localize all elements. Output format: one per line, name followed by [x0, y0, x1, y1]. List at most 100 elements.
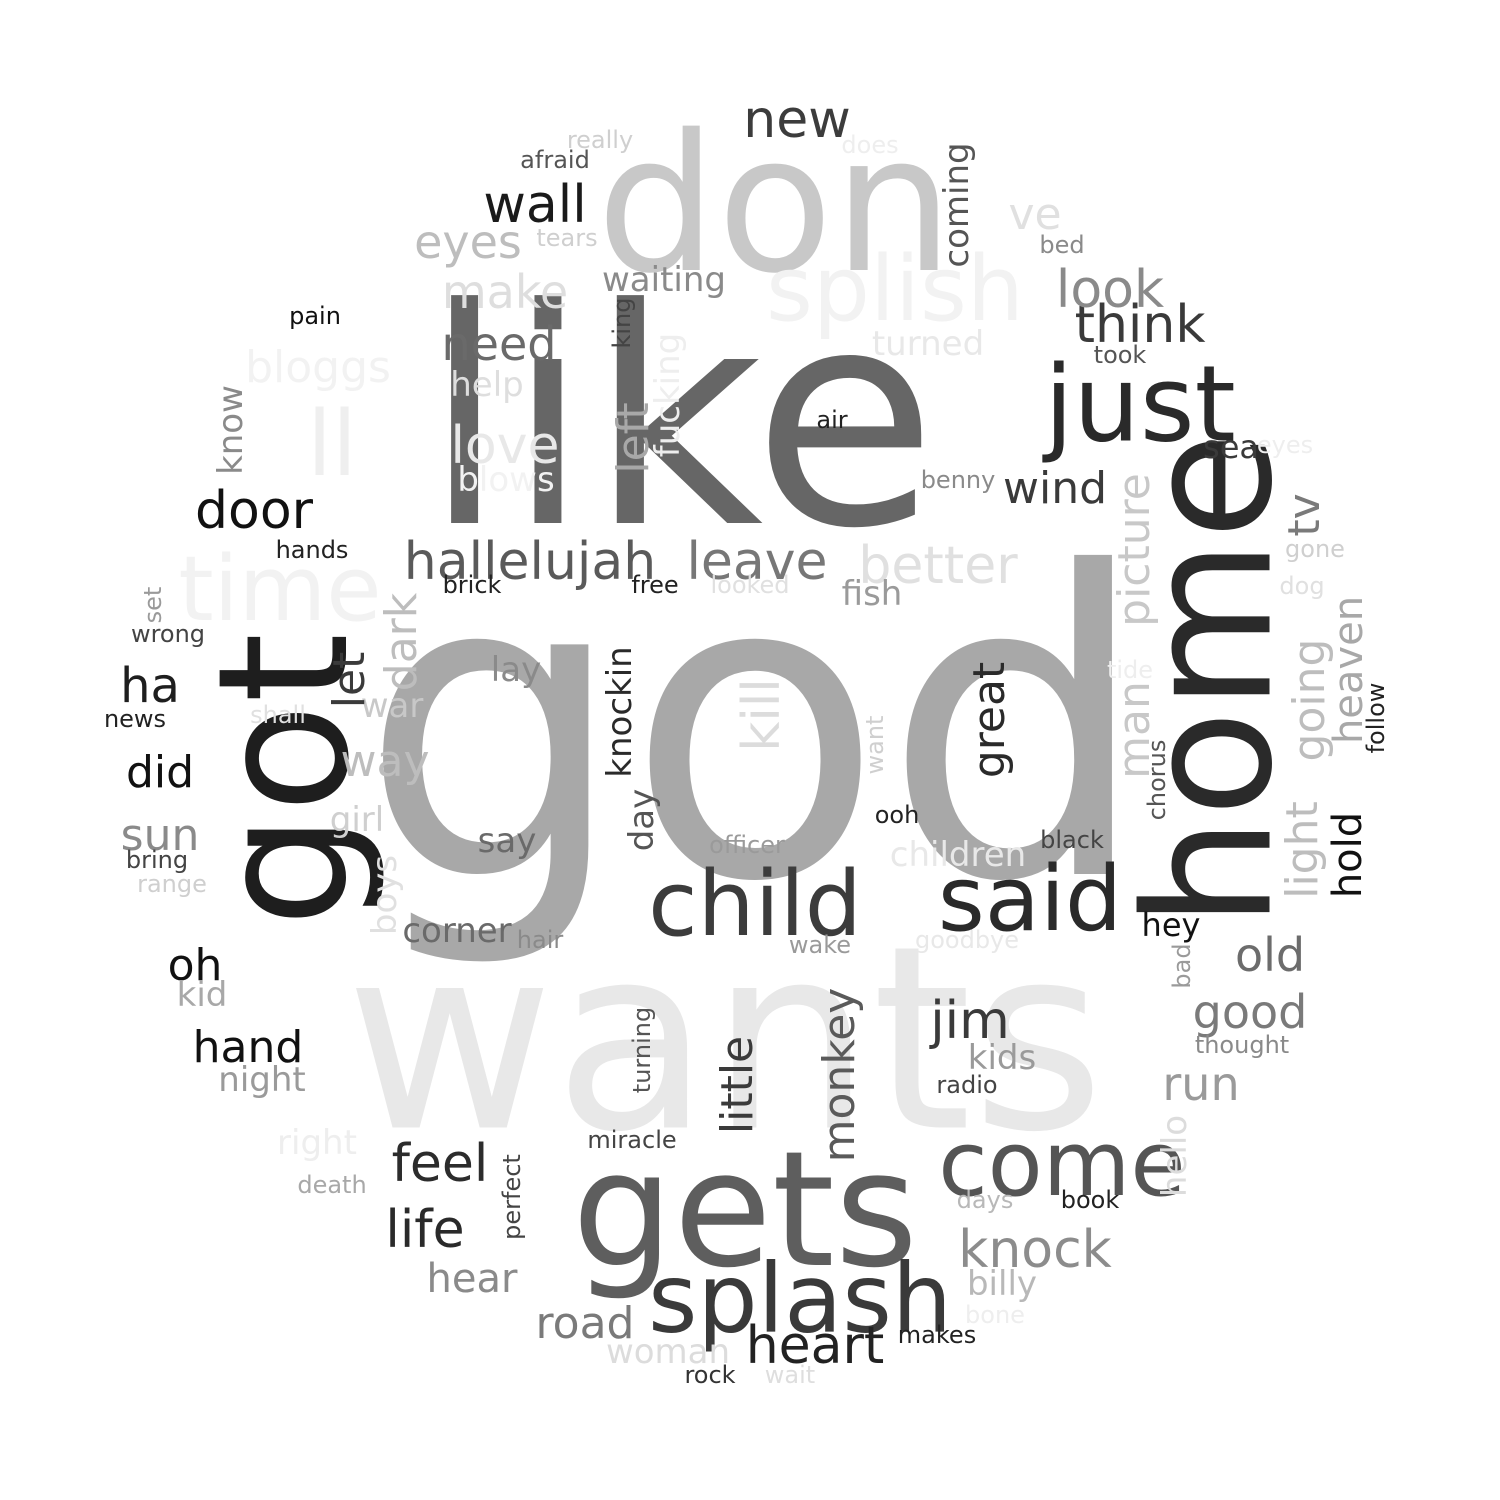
- word-hold: hold: [1325, 811, 1371, 899]
- word-come: come: [938, 1112, 1186, 1217]
- word-hear: hear: [426, 1256, 518, 1302]
- word-don: don: [596, 94, 954, 315]
- word-love: love: [450, 416, 560, 476]
- word-miracle: miracle: [587, 1126, 677, 1154]
- word-girl: girl: [329, 800, 385, 840]
- word-eyes-small: eyes: [1256, 431, 1314, 459]
- word-knock: knock: [958, 1220, 1112, 1280]
- word-wrong: wrong: [130, 620, 206, 648]
- word-right: right: [277, 1123, 357, 1163]
- word-bring: bring: [125, 846, 189, 874]
- word-billy: billy: [966, 1264, 1038, 1304]
- word-brick: brick: [442, 571, 502, 599]
- word-perfect: perfect: [498, 1154, 526, 1240]
- word-little: little: [712, 1035, 763, 1135]
- word-picture: picture: [1109, 473, 1160, 627]
- word-took: took: [1093, 341, 1147, 369]
- word-time: time: [178, 537, 382, 642]
- word-pain: pain: [289, 302, 341, 330]
- word-jim: jim: [930, 991, 1010, 1051]
- word-goodbye: goodbye: [914, 926, 1020, 954]
- word-bad: bad: [1168, 943, 1196, 989]
- word-wants: wants: [345, 891, 1105, 1189]
- word-life: life: [385, 1200, 465, 1260]
- word-old: old: [1234, 928, 1306, 982]
- word-war: war: [360, 686, 424, 726]
- word-fucking: fucking: [648, 332, 688, 458]
- word-children: children: [889, 835, 1027, 875]
- word-god: god: [359, 485, 1151, 974]
- word-heart: heart: [745, 1316, 885, 1376]
- word-know: know: [211, 385, 251, 475]
- word-gets: gets: [571, 1116, 919, 1303]
- word-fish: fish: [841, 574, 903, 614]
- word-turned: turned: [871, 324, 985, 364]
- word-said: said: [937, 847, 1123, 952]
- word-door: door: [194, 481, 314, 541]
- word-does: does: [841, 131, 899, 159]
- word-eyes: eyes: [414, 215, 522, 269]
- word-follow: follow: [1362, 682, 1390, 754]
- word-days: days: [956, 1186, 1014, 1214]
- word-really: really: [566, 126, 634, 154]
- word-turning: turning: [628, 1006, 656, 1094]
- word-free: free: [631, 571, 679, 599]
- word-want: want: [861, 715, 889, 775]
- word-afraid: afraid: [520, 146, 590, 174]
- word-great: great: [964, 661, 1015, 779]
- word-ha: ha: [120, 658, 180, 714]
- word-run: run: [1162, 1057, 1240, 1111]
- word-help: help: [450, 365, 524, 405]
- word-say: say: [477, 821, 537, 861]
- word-air: air: [816, 406, 848, 434]
- word-set: set: [139, 586, 167, 624]
- word-hand: hand: [192, 1022, 304, 1073]
- word-lay: lay: [490, 650, 542, 690]
- word-king: king: [608, 297, 636, 349]
- word-tears: tears: [536, 224, 598, 252]
- word-hands: hands: [275, 536, 349, 564]
- word-hallelujah: hallelujah: [403, 532, 657, 592]
- word-light: light: [1277, 801, 1328, 899]
- word-dog: dog: [1279, 572, 1325, 600]
- word-child: child: [648, 852, 862, 957]
- word-looked: looked: [710, 571, 790, 599]
- word-boys: boys: [365, 854, 405, 936]
- word-death: death: [297, 1171, 367, 1199]
- word-rock: rock: [684, 1361, 736, 1389]
- word-bone: bone: [965, 1301, 1025, 1329]
- word-tv: tv: [1279, 493, 1330, 537]
- word-coming: coming: [937, 142, 977, 268]
- word-sun: sun: [120, 810, 200, 861]
- word-kids: kids: [967, 1038, 1037, 1078]
- word-knockin: knockin: [600, 646, 640, 778]
- word-book: book: [1060, 1186, 1120, 1214]
- word-bed: bed: [1039, 231, 1085, 259]
- word-radio: radio: [936, 1071, 998, 1099]
- word-makes: makes: [897, 1321, 977, 1349]
- word-new: new: [743, 90, 851, 150]
- word-oh: oh: [167, 940, 223, 991]
- word-monkey: monkey: [814, 987, 865, 1163]
- word-way: way: [340, 736, 430, 787]
- word-corner: corner: [402, 911, 512, 951]
- word-dark: dark: [376, 592, 427, 692]
- word-look: look: [1055, 260, 1165, 320]
- word-woman: woman: [605, 1332, 731, 1372]
- word-range: range: [137, 870, 207, 898]
- word-kill: kill: [732, 678, 792, 752]
- word-benny: benny: [920, 466, 996, 494]
- word-waiting: waiting: [602, 260, 726, 300]
- word-sea: sea: [1203, 428, 1259, 466]
- word-wake: wake: [788, 931, 852, 959]
- word-thought: thought: [1194, 1031, 1290, 1059]
- word-think: think: [1074, 295, 1206, 355]
- word-feel: feel: [391, 1134, 489, 1194]
- word-better: better: [858, 536, 1018, 596]
- word-let: let: [324, 651, 375, 709]
- word-ve: ve: [1008, 189, 1062, 240]
- word-hey: hey: [1141, 906, 1201, 944]
- word-wall: wall: [483, 175, 587, 235]
- word-hair: hair: [516, 926, 564, 954]
